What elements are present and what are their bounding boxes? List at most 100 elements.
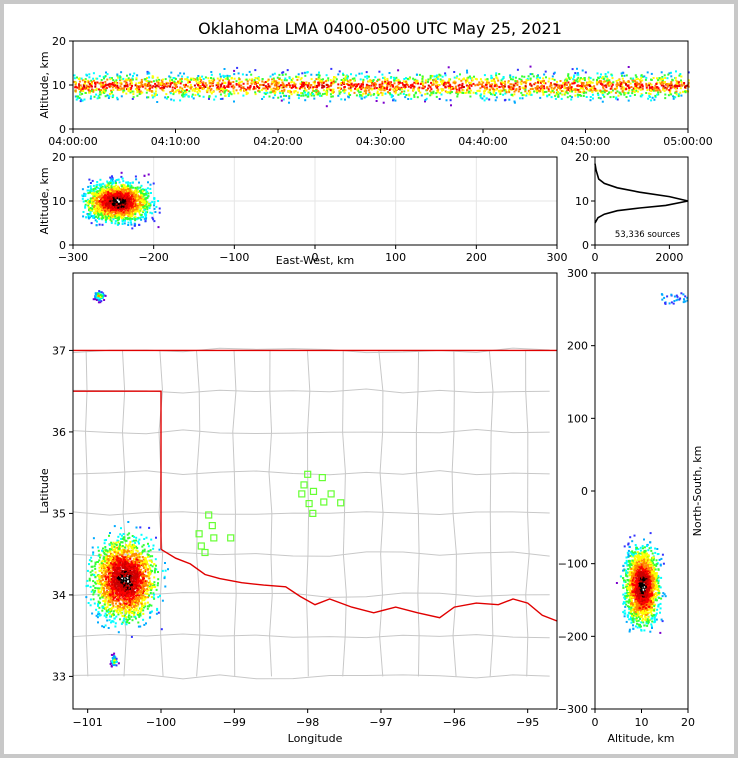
time-height-source-mark — [101, 84, 104, 87]
time-height-source-mark — [111, 77, 113, 80]
time-height-source-mark — [658, 77, 661, 80]
east-west-source-mark — [153, 207, 156, 210]
time-height-source-mark — [459, 91, 462, 94]
time-height-source-mark — [662, 82, 665, 85]
time-height-source-mark — [541, 80, 544, 83]
time-height-source-mark — [404, 96, 407, 99]
time-height-source-mark — [307, 91, 310, 94]
time-height-source-mark — [489, 91, 492, 94]
time-height-source-mark — [242, 82, 245, 85]
time-height-source-mark — [562, 82, 565, 85]
time-height-source-mark — [583, 85, 586, 88]
time-height-source-mark — [545, 76, 547, 79]
plan-view-source-mark — [120, 550, 123, 553]
time-height-source-mark — [489, 88, 491, 91]
time-height-source-mark — [543, 79, 545, 82]
time-height-source-mark — [337, 86, 340, 89]
time-height-source-mark — [641, 75, 644, 78]
east-west-source-mark — [143, 197, 145, 200]
east-west-source-mark — [150, 192, 152, 194]
time-height-source-mark — [539, 80, 542, 83]
time-height-source-mark — [228, 93, 231, 96]
east-west-source-mark — [155, 205, 158, 208]
plan-view-source-mark — [131, 543, 134, 546]
east-west-source-mark — [93, 204, 96, 207]
east-west-source-mark — [120, 196, 123, 199]
time-height-source-mark — [111, 86, 114, 89]
plan-view-source-mark — [98, 566, 101, 569]
time-height-source-mark — [461, 78, 464, 81]
time-height-source-mark — [350, 89, 353, 92]
east-west-source-mark — [135, 191, 138, 194]
time-height-source-mark — [145, 80, 148, 82]
time-height-source-mark — [566, 79, 569, 82]
time-height-source-mark — [483, 92, 486, 95]
time-height-source-mark — [286, 69, 289, 72]
plan-view-source-mark — [142, 573, 145, 576]
time-height-source-mark — [424, 81, 427, 84]
time-height-source-mark — [490, 74, 493, 77]
time-height-source-mark — [574, 91, 577, 93]
time-height-source-mark — [266, 80, 269, 83]
time-height-source-mark — [492, 90, 495, 93]
time-height-source-mark — [198, 82, 201, 84]
time-height-source-mark — [669, 87, 672, 90]
time-height-source-mark — [594, 88, 597, 90]
time-height-source-mark — [156, 76, 159, 79]
east-west-source-mark — [90, 187, 92, 190]
time-height-source-mark — [262, 87, 265, 90]
time-height-source-mark — [425, 97, 428, 100]
east-west-source-mark — [153, 220, 156, 223]
time-height-source-mark — [169, 83, 172, 86]
east-west-source-mark — [121, 219, 124, 222]
time-height-source-mark — [329, 79, 332, 82]
time-height-source-mark — [581, 78, 584, 81]
time-height-source-mark — [276, 82, 279, 85]
time-height-source-mark — [386, 84, 389, 87]
time-height-source-mark — [636, 86, 639, 89]
time-height-source-mark — [668, 83, 671, 85]
time-height-source-mark — [168, 75, 171, 78]
time-height-source-mark — [291, 77, 294, 80]
east-west-source-mark — [125, 207, 127, 210]
time-height-source-mark — [181, 94, 183, 97]
time-height-source-mark — [266, 91, 269, 94]
time-height-source-mark — [288, 77, 291, 80]
east-west-source-mark — [116, 216, 118, 219]
time-height-source-mark — [202, 78, 205, 80]
time-height-source-mark — [581, 87, 584, 90]
time-height-source-mark — [219, 73, 221, 76]
east-west-source-mark — [107, 193, 109, 196]
time-height-source-mark — [644, 78, 647, 81]
time-height-source-mark — [621, 74, 623, 77]
east-west-source-mark — [122, 190, 125, 193]
time-height-source-mark — [307, 95, 310, 98]
plan-view-source-mark — [116, 546, 119, 549]
time-height-source-mark — [210, 79, 213, 82]
east-west-source-mark — [108, 195, 111, 198]
time-height-source-mark — [146, 96, 148, 99]
time-height-source-mark — [134, 88, 137, 90]
time-height-source-mark — [169, 91, 172, 94]
time-height-source-mark — [389, 92, 391, 95]
time-height-source-mark — [553, 71, 556, 74]
time-height-source-mark — [300, 77, 303, 80]
time-height-source-mark — [293, 84, 296, 87]
time-height-source-mark — [163, 83, 165, 85]
time-height-source-mark — [424, 99, 427, 101]
time-height-source-mark — [643, 75, 646, 78]
time-height-source-mark — [635, 81, 638, 84]
time-height-source-mark — [126, 83, 129, 86]
time-height-source-mark — [462, 89, 465, 92]
time-height-source-mark — [504, 98, 507, 101]
east-west-source-mark — [111, 175, 113, 178]
time-height-source-mark — [210, 92, 213, 95]
time-height-source-mark — [531, 88, 534, 90]
plan-view-source-mark — [149, 592, 152, 594]
east-west-source-mark — [100, 216, 103, 219]
time-height-source-mark — [396, 86, 399, 89]
east-west-source-mark — [149, 211, 152, 214]
time-height-source-mark — [272, 90, 275, 93]
time-height-source-mark — [441, 75, 444, 78]
east-west-tick-label: 200 — [466, 251, 487, 264]
